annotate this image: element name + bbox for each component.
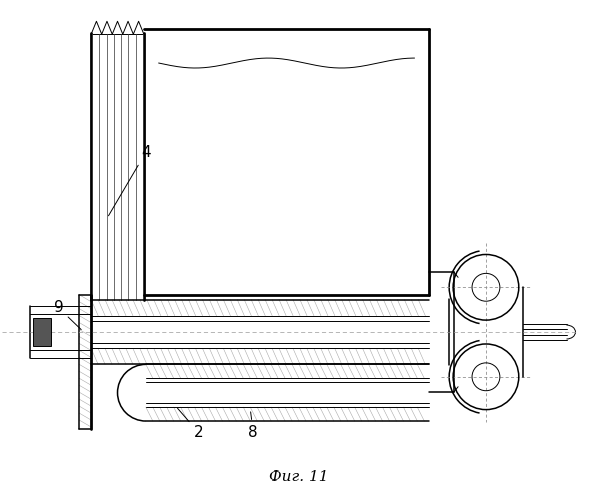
Text: 2: 2 (178, 408, 203, 440)
Text: 4: 4 (108, 145, 151, 216)
Text: Фиг. 11: Фиг. 11 (269, 470, 329, 484)
Bar (33, 318, 51, 346)
Text: 8: 8 (248, 412, 258, 440)
Text: 9: 9 (54, 300, 81, 330)
